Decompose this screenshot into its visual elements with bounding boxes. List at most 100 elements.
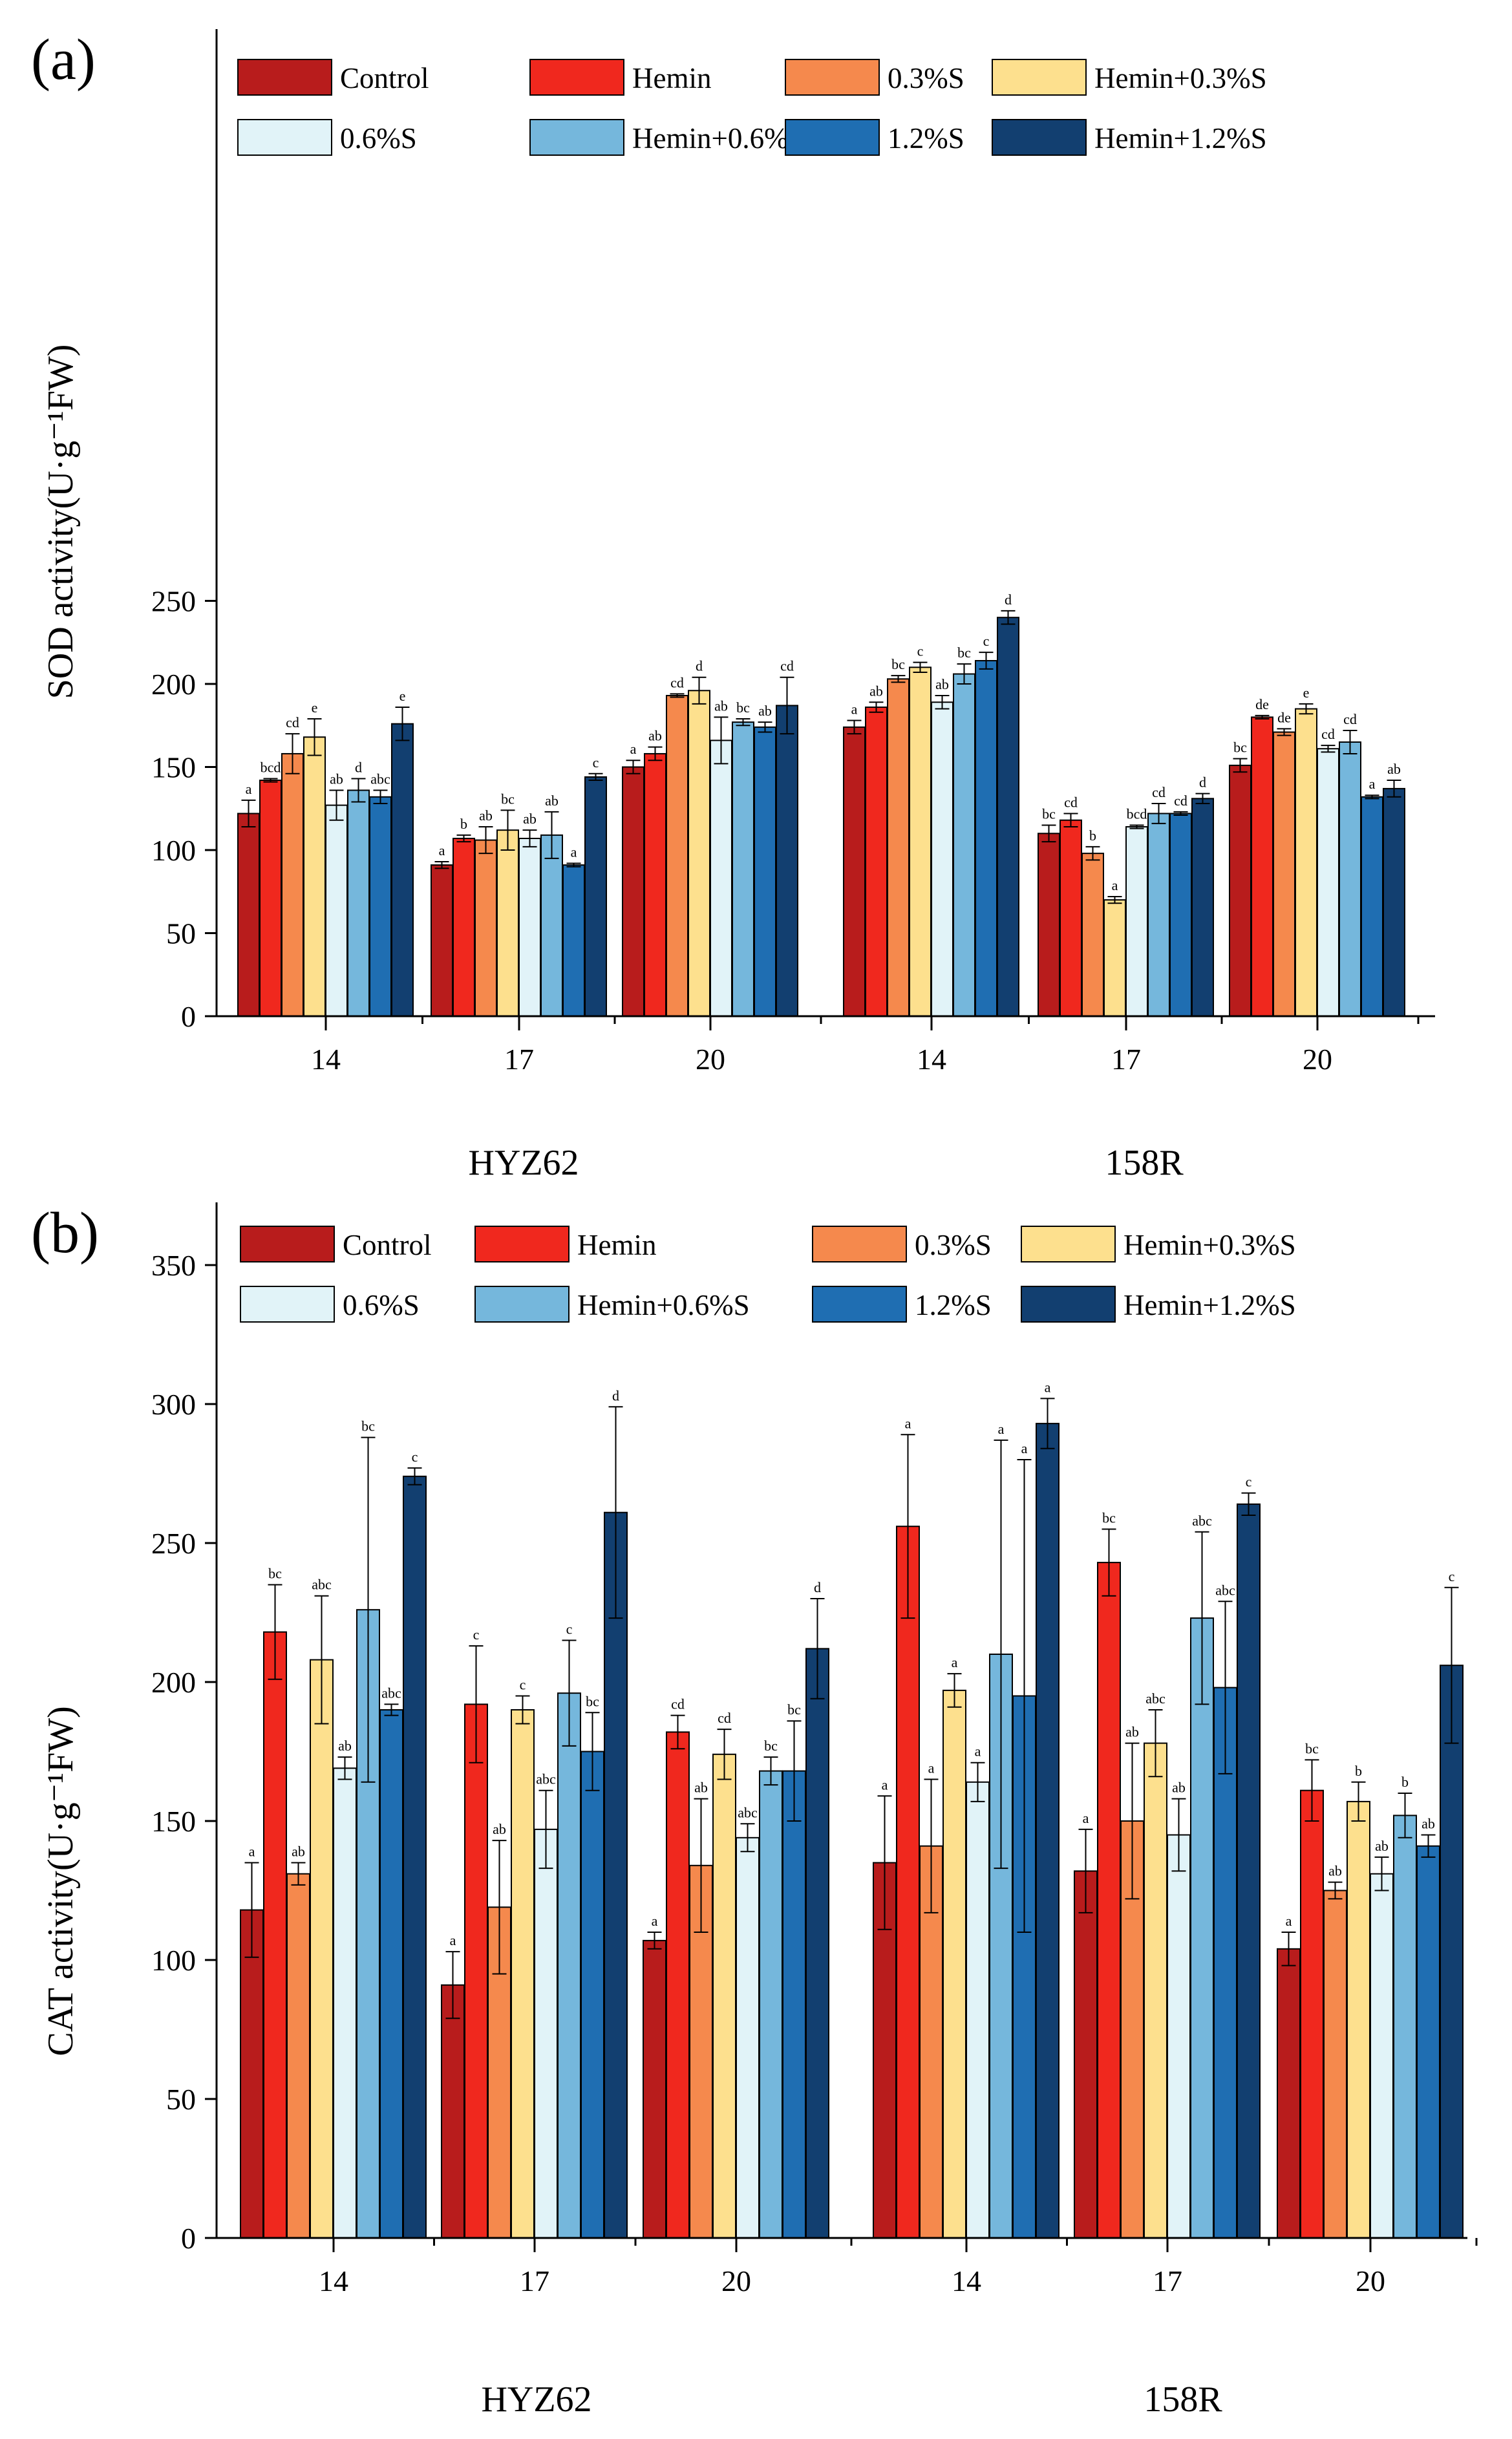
panel-b-sig-letter-hemin-0-3-s-3: cd <box>718 1710 731 1726</box>
panel-b-bar-hemin-0-6-s-2 <box>557 1692 581 2239</box>
panel-a-bar-hemin-0-6-s-4 <box>953 673 975 1017</box>
panel-a-sig-letter-hemin-0-6-s-1: d <box>355 759 362 775</box>
panel-a-bar-hemin-1-2-s-2 <box>584 776 607 1017</box>
panel-b-sig-letter-0-3-s-6: ab <box>1328 1863 1342 1879</box>
panel-b-sig-letter-hemin-2: c <box>473 1626 480 1643</box>
panel-b-sig-letter-1-2-s-2: bc <box>586 1693 599 1709</box>
panel-a-bar-0-6-s-2 <box>518 838 541 1017</box>
panel-a-legend-label-0-6-s: 0.6%S <box>340 122 417 154</box>
panel-a-legend-swatch-0-6-s <box>237 119 332 156</box>
panel-a-legend-label-control: Control <box>340 62 429 94</box>
panel-a-y-axis-title: SOD activity(U·g⁻¹FW) <box>41 345 81 699</box>
panel-a-sig-letter-1-2-s-6: a <box>1369 776 1376 792</box>
panel-a-bar-control-2 <box>431 864 453 1017</box>
panel-a-bar-0-3-s-3 <box>666 694 688 1017</box>
panel-b-sig-letter-0-3-s-1: ab <box>292 1844 305 1860</box>
panel-b-significance-letters: aaaaaabcccdabcbcabababaabababcccdaabcbab… <box>249 1379 1455 1948</box>
panel-b-sig-letter-hemin-1-2-s-4: a <box>1045 1379 1051 1395</box>
panel-a-bar-hemin-4 <box>865 706 888 1017</box>
panel-b-error-bars <box>244 1398 1459 2019</box>
panel-b-x-tick-label-4: 14 <box>952 2264 981 2297</box>
panel-b-sig-letter-hemin-0-3-s-6: b <box>1355 1763 1362 1779</box>
panel-a-bar-0-6-s-1 <box>325 804 348 1017</box>
panel-a-bar-hemin-0-3-s-3 <box>688 690 710 1017</box>
panel-a-sig-letter-control-4: a <box>851 701 858 718</box>
panel-a-bar-hemin-1-2-s-5 <box>1191 798 1214 1017</box>
panel-a-bar-control-3 <box>622 766 644 1017</box>
panel-a-bar-hemin-0-6-s-2 <box>540 834 563 1017</box>
panel-b-bar-0-6-s-4 <box>966 1781 990 2239</box>
panel-b-bar-1-2-s-1 <box>379 1709 403 2239</box>
panel-b-bar-0-6-s-5 <box>1167 1834 1191 2239</box>
panel-a-sig-letter-0-6-s-5: bcd <box>1127 805 1147 822</box>
panel-b-y-tick-label-50: 50 <box>166 2083 196 2116</box>
panel-b-sig-letter-hemin-1-2-s-5: c <box>1246 1474 1252 1490</box>
panel-a-y-tick-label-100: 100 <box>151 834 196 867</box>
panel-b-bar-0-3-s-1 <box>286 1873 310 2239</box>
panel-b-axes: 0 50 100 150 200 250 300 350 14 17 20 14 17 20 <box>151 1202 1478 2297</box>
panel-b-sig-letter-control-1: a <box>249 1844 255 1860</box>
panel-b-bar-control-5 <box>1074 1870 1098 2239</box>
panel-b-y-tick-label-350: 350 <box>151 1249 196 1282</box>
panel-a-sig-letter-hemin-0-6-s-5: cd <box>1152 784 1166 800</box>
panel-a-sig-letter-0-3-s-2: ab <box>479 807 493 824</box>
panel-b-legend-label-hemin-0-6-s: Hemin+0.6%S <box>577 1289 750 1321</box>
panel-b-sig-letter-0-6-s-5: ab <box>1172 1780 1186 1796</box>
panel-a-bar-hemin-0-6-s-5 <box>1147 813 1170 1017</box>
panel-b-bar-hemin-1-2-s-6 <box>1440 1665 1464 2239</box>
panel-b-label: (b) <box>31 1201 99 1265</box>
panel-a-y-tick-label-50: 50 <box>166 917 196 950</box>
panel-b-sig-letter-hemin-0-6-s-2: c <box>566 1621 573 1637</box>
panel-b-bar-hemin-0-3-s-4 <box>942 1689 966 2239</box>
panel-b-bar-0-6-s-3 <box>736 1837 760 2239</box>
panel-b-sig-letter-0-3-s-3: ab <box>694 1780 708 1796</box>
panel-a-sig-letter-1-2-s-4: c <box>983 633 990 649</box>
panel-b-y-axis-title: CAT activity(U·g⁻¹FW) <box>41 1706 81 2056</box>
panel-b-legend-swatch-hemin-1-2-s <box>1021 1286 1116 1323</box>
panel-a-legend: Control Hemin 0.3%S Hemin+0.3%S 0.6%S Hemin+0… <box>237 59 1267 156</box>
panel-b-sig-letter-hemin-0-6-s-3: bc <box>764 1738 778 1754</box>
panel-b-bar-hemin-3 <box>666 1731 690 2239</box>
panel-b-bar-hemin-5 <box>1097 1562 1121 2239</box>
panel-a-bar-hemin-0-3-s-4 <box>909 666 932 1017</box>
panel-b-sig-letter-hemin-1-2-s-2: d <box>612 1387 619 1403</box>
panel-a-sig-letter-hemin-0-3-s-2: bc <box>501 791 515 807</box>
panel-b-x-tick-label-5: 17 <box>1153 2264 1182 2297</box>
panel-a-sig-letter-0-3-s-3: cd <box>670 674 684 690</box>
panel-a-significance-letters: aaaabcbcbcdbababcddecdabcdbcbdeebcdcaeab… <box>246 591 1401 893</box>
panel-a-bar-hemin-3 <box>644 752 666 1017</box>
panel-b-bar-hemin-1-2-s-5 <box>1237 1503 1261 2239</box>
panel-b-sig-letter-hemin-1: bc <box>268 1566 282 1582</box>
panel-b-sig-letter-hemin-0-3-s-1: abc <box>312 1577 332 1593</box>
panel-a-bar-1-2-s-4 <box>975 660 997 1017</box>
panel-a-sig-letter-0-6-s-6: cd <box>1321 726 1335 742</box>
panel-b-sig-letter-hemin-0-3-s-2: c <box>520 1677 526 1693</box>
panel-b-legend: Control Hemin 0.3%S Hemin+0.3%S 0.6%S Hemin+0… <box>240 1226 1296 1323</box>
panel-a-bar-control-4 <box>843 726 866 1017</box>
panel-b-sig-letter-1-2-s-1: abc <box>381 1685 401 1701</box>
panel-b-sig-letter-1-2-s-4: a <box>1021 1440 1028 1456</box>
panel-b-sig-letter-hemin-0-6-s-5: abc <box>1192 1513 1212 1529</box>
panel-b-sig-letter-control-4: a <box>882 1776 888 1793</box>
panel-a-x-tick-label-3: 20 <box>696 1043 725 1076</box>
panel-a-sig-letter-hemin-0-3-s-6: e <box>1303 685 1310 701</box>
panel-a-legend-swatch-hemin <box>529 59 624 96</box>
panel-b-bar-0-6-s-2 <box>534 1828 558 2239</box>
panel-a-bar-1-2-s-1 <box>369 796 392 1017</box>
panel-b-sig-letter-0-3-s-5: ab <box>1125 1724 1139 1740</box>
panel-b-legend-label-control: Control <box>343 1229 432 1261</box>
panel-a-bar-hemin-5 <box>1059 819 1082 1017</box>
panel-a-sig-letter-hemin-2: b <box>460 816 467 832</box>
panel-b-sig-letter-control-6: a <box>1286 1913 1292 1929</box>
panel-a-bar-0-6-s-6 <box>1317 748 1339 1017</box>
panel-a-y-tick-label-0: 0 <box>181 1000 196 1033</box>
panel-b-sig-letter-hemin-0-3-s-5: abc <box>1145 1690 1166 1707</box>
panel-a-sig-letter-hemin-1-2-s-2: c <box>593 754 599 771</box>
panel-a-bar-hemin-0-6-s-1 <box>347 789 370 1017</box>
panel-a-legend-swatch-hemin-1-2-s <box>992 119 1087 156</box>
panel-b-bar-0-3-s-6 <box>1323 1890 1347 2239</box>
panel-a-bar-1-2-s-5 <box>1169 813 1192 1017</box>
panel-b-legend-label-0-3-s: 0.3%S <box>915 1229 992 1261</box>
panel-b-legend-label-hemin-1-2-s: Hemin+1.2%S <box>1123 1289 1296 1321</box>
panel-a-sod-chart: (a) SOD activity(U·g⁻¹FW) aaaabcbcbcdbab… <box>31 28 1435 1183</box>
